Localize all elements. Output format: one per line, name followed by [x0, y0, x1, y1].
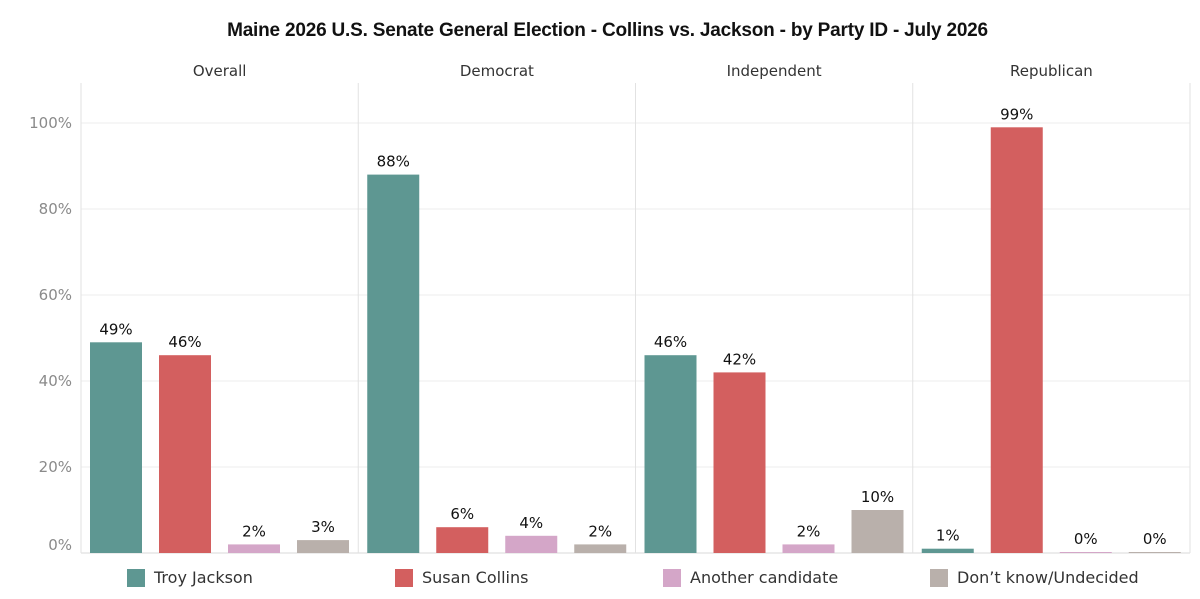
- panel-header-overall: Overall: [193, 62, 247, 80]
- bar: [574, 544, 627, 553]
- data-label: 3%: [311, 518, 335, 536]
- legend-item: Susan Collins: [395, 568, 528, 587]
- legend-swatch: [930, 568, 948, 587]
- panel-headers: Overall Democrat Independent Republican: [193, 62, 1093, 80]
- bar: [644, 355, 697, 553]
- bar: [713, 372, 766, 553]
- data-label: 46%: [654, 333, 687, 351]
- data-label: 6%: [450, 505, 474, 523]
- data-label: 1%: [936, 527, 960, 545]
- bar: [159, 355, 211, 553]
- chart-title: Maine 2026 U.S. Senate General Election …: [227, 20, 988, 41]
- data-label: 2%: [242, 522, 266, 540]
- legend-label: Another candidate: [690, 568, 839, 587]
- bar: [436, 527, 489, 553]
- data-label: 46%: [168, 333, 201, 351]
- bar: [90, 342, 142, 553]
- bar: [228, 544, 280, 553]
- data-label: 0%: [1074, 530, 1098, 548]
- legend-item: Troy Jackson: [127, 568, 253, 587]
- y-axis: 0% 20% 40% 60% 80% 100%: [29, 114, 72, 554]
- legend-swatch: [663, 568, 681, 587]
- data-label: 0%: [1143, 530, 1167, 548]
- data-labels: 49% 46% 2% 3% 88% 6% 4% 2% 46% 42% 2% 10% 1% 99% 0% 0%: [99, 105, 1166, 548]
- data-label: 10%: [861, 488, 894, 506]
- bar: [851, 510, 904, 553]
- data-label: 4%: [519, 514, 543, 532]
- data-label: 49%: [99, 320, 132, 338]
- bar: [1128, 552, 1181, 553]
- legend-swatch: [127, 568, 145, 587]
- bar: [921, 548, 974, 553]
- legend-label: Don’t know/Undecided: [957, 568, 1139, 587]
- panel-header-independent: Independent: [727, 62, 822, 80]
- y-tick-label: 80%: [39, 200, 72, 218]
- y-tick-label: 40%: [39, 372, 72, 390]
- panel-header-democrat: Democrat: [460, 62, 534, 80]
- data-label: 99%: [1000, 105, 1033, 123]
- panel-dividers: [80, 83, 1191, 553]
- bar: [505, 535, 558, 553]
- bars: [90, 127, 1181, 554]
- legend-item: Another candidate: [663, 568, 838, 587]
- y-tick-label: 100%: [29, 114, 72, 132]
- bar: [1059, 552, 1112, 553]
- bar: [782, 544, 835, 553]
- legend: Troy Jackson Susan Collins Another candida…: [0, 568, 1200, 594]
- bar: [990, 127, 1043, 554]
- bar: [297, 540, 349, 553]
- bar: [367, 174, 420, 553]
- legend-swatch: [395, 568, 413, 587]
- legend-item: Don’t know/Undecided: [930, 568, 1139, 587]
- legend-label: Troy Jackson: [154, 568, 253, 587]
- data-label: 2%: [588, 522, 612, 540]
- data-label: 42%: [723, 350, 756, 368]
- legend-label: Susan Collins: [422, 568, 529, 587]
- y-tick-label: 0%: [48, 536, 72, 554]
- chart-plot: 0% 20% 40% 60% 80% 100% Overall Democrat Indepe…: [29, 62, 1191, 554]
- data-label: 2%: [797, 522, 821, 540]
- data-label: 88%: [377, 153, 410, 171]
- panel-header-republican: Republican: [1010, 62, 1093, 80]
- y-tick-label: 60%: [39, 286, 72, 304]
- y-tick-label: 20%: [39, 458, 72, 476]
